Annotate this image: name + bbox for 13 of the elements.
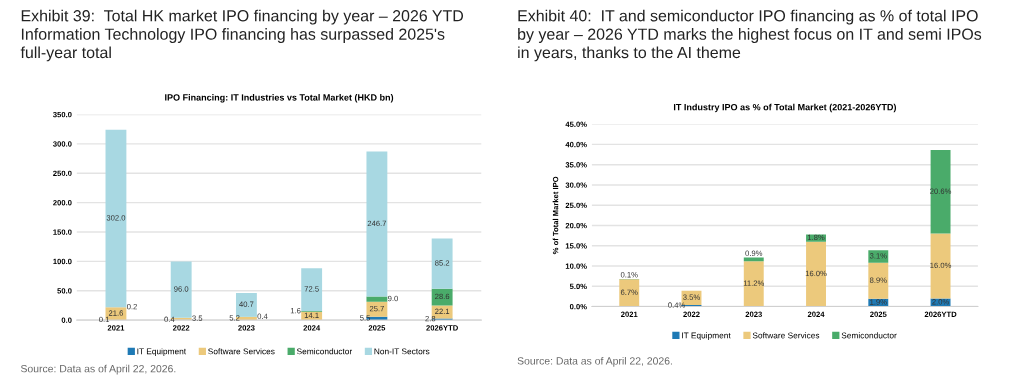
legend-label: Non-IT Sectors	[374, 348, 430, 355]
source-note: Source: Data as of April 22, 2026.	[20, 364, 176, 375]
legend-label: Software Services	[208, 348, 275, 355]
legend-label: Software Services	[752, 332, 820, 339]
source-note: Source: Data as of April 22, 2026.	[517, 356, 672, 367]
chart-title: Exhibit 40: IT and semiconductor IPO financing as % of total IPO by year – 2026 YTD marks the highest focus on IT and semi IPOs in years, thanks to the AI theme	[518, 9, 982, 62]
legend-label: IT Equipment	[137, 348, 187, 356]
legend-label: Semiconductor	[841, 332, 897, 339]
chart-title: Exhibit 39: Total HK market IPO financing by year – 2026 YTD Information Technology IPO financing has surpassed 2025's full-year total	[20, 9, 464, 62]
chart-subtitle: IPO Financing: IT Industries vs Total Market (HKD bn)	[165, 94, 394, 103]
legend-label: IT Equipment	[682, 332, 731, 341]
legend-label: Semiconductor	[296, 348, 353, 355]
chart-subtitle: IT Industry IPO as % of Total Market (2021-2026YTD)	[673, 103, 896, 113]
